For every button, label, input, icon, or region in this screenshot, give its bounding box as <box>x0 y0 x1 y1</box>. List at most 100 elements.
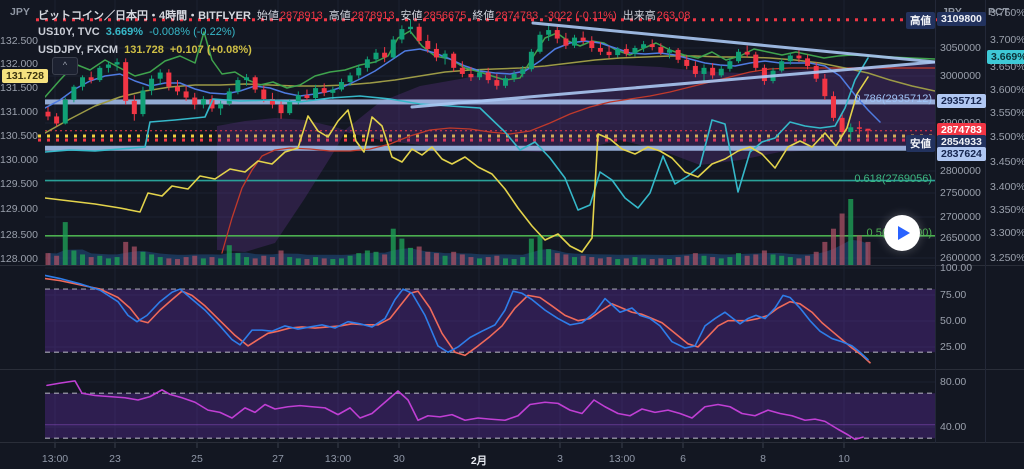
candle-body <box>347 75 353 82</box>
left-axis-tick[interactable]: 132.500 <box>0 35 38 47</box>
left-axis-tick[interactable]: 128.000 <box>0 253 38 265</box>
volume-bar <box>701 255 707 265</box>
volume-bar <box>641 258 647 265</box>
time-axis-label[interactable]: 3 <box>557 453 563 465</box>
volume-bar <box>805 255 811 265</box>
replay-play-button[interactable] <box>884 215 920 251</box>
us10y-legend[interactable]: US10Y, TVC 3.669% -0.008% (-0.22%) <box>38 26 235 38</box>
stoch-axis-tick[interactable]: 80.00 <box>940 376 967 388</box>
left-axis-tick[interactable]: 130.500 <box>0 130 38 142</box>
play-icon <box>897 226 910 240</box>
left-axis-tick[interactable]: 129.000 <box>0 203 38 215</box>
rsi-axis-tick[interactable]: 100.00 <box>940 262 973 274</box>
time-axis-label[interactable]: 2月 <box>470 455 488 467</box>
pane-separator-main-rsi[interactable] <box>0 265 1024 266</box>
time-axis-label[interactable]: 13:00 <box>324 453 352 465</box>
volume-bar <box>865 241 871 265</box>
usdjpy-price-badge: 131.728 <box>2 69 48 83</box>
grid <box>36 0 941 448</box>
candle-body <box>261 89 267 99</box>
left-axis-tick[interactable]: 131.500 <box>0 82 38 94</box>
stoch-band <box>45 393 935 439</box>
volume-bar <box>105 258 111 265</box>
volume-bar <box>442 255 448 265</box>
pct-axis-tick[interactable]: 3.750% <box>990 7 1024 19</box>
rsi-pane[interactable] <box>45 274 935 364</box>
pane-separator-rsi-stoch[interactable] <box>0 369 1024 370</box>
time-axis-label[interactable]: 8 <box>760 453 766 465</box>
time-axis-label[interactable]: 25 <box>191 453 203 465</box>
close-value: 2874783 <box>495 10 539 22</box>
time-axis-label[interactable]: 23 <box>109 453 121 465</box>
left-axis-tick[interactable]: 128.500 <box>0 229 38 241</box>
pct-axis-tick[interactable]: 3.250% <box>990 252 1024 264</box>
pct-axis-tick[interactable]: 3.400% <box>990 181 1024 193</box>
volume-bar <box>692 253 698 265</box>
right-axis-tick[interactable]: 2700000 <box>940 211 981 223</box>
stoch-axis-tick[interactable]: 40.00 <box>940 421 967 433</box>
candle-body <box>787 55 793 62</box>
volume-bar <box>770 254 776 265</box>
time-axis-label[interactable]: 10 <box>838 453 850 465</box>
open-value: 2878913 <box>279 10 323 22</box>
right-axis-tick[interactable]: 3000000 <box>940 70 981 82</box>
right-axis-tick[interactable]: 2600000 <box>940 252 981 264</box>
rsi-axis-tick[interactable]: 75.00 <box>940 289 967 301</box>
stoch-pane[interactable] <box>45 380 935 441</box>
rsi-axis-tick[interactable]: 50.00 <box>940 315 967 327</box>
pct-axis-tick[interactable]: 3.650% <box>990 61 1024 73</box>
fib-0786-band <box>45 99 935 105</box>
right-axis-tick[interactable]: 2650000 <box>940 232 981 244</box>
fib-0618-label[interactable]: 0.618(2769056) <box>854 173 932 185</box>
volume-bar <box>451 251 457 265</box>
time-axis-label[interactable]: 13:00 <box>41 453 69 465</box>
close-label: 終値 <box>472 10 495 22</box>
left-axis-tick[interactable]: 132.000 <box>0 58 38 70</box>
fib-0786-label[interactable]: 0.786(2935712) <box>854 93 932 105</box>
volume-bar <box>235 253 241 265</box>
usdjpy-legend[interactable]: USDJPY, FXCM 131.728 +0.107 (+0.08%) <box>38 44 252 56</box>
right-axis-tick[interactable]: 3050000 <box>940 42 981 54</box>
candle-body <box>295 95 301 102</box>
volume-bar <box>787 257 793 265</box>
volume-bar <box>80 254 86 265</box>
level-2837624-band <box>45 145 935 151</box>
pct-axis-tick[interactable]: 3.600% <box>990 84 1024 96</box>
main-pane[interactable] <box>45 19 935 265</box>
legend-collapse-button[interactable]: ^ <box>52 57 78 75</box>
candle-body <box>718 68 724 76</box>
pct-axis-tick[interactable]: 3.350% <box>990 204 1024 216</box>
symbol-legend[interactable]: ビットコイン／日本円・4時間・BITFLYER 始値 2878913 高値 2878… <box>38 7 690 23</box>
volume-bar <box>166 258 172 265</box>
time-axis-label[interactable]: 13:00 <box>608 453 636 465</box>
pct-axis-tick[interactable]: 3.300% <box>990 227 1024 239</box>
volume-bar <box>244 257 250 265</box>
right-axis-tick[interactable]: 2750000 <box>940 187 981 199</box>
pct-axis-tick[interactable]: 3.700% <box>990 34 1024 46</box>
time-axis-label[interactable]: 30 <box>393 453 405 465</box>
candle-body <box>218 103 224 109</box>
volume-bar <box>54 255 60 265</box>
left-axis-tick[interactable]: 129.500 <box>0 178 38 190</box>
left-axis-tick[interactable]: 131.000 <box>0 106 38 118</box>
candle-body <box>235 80 241 92</box>
pct-axis-tick[interactable]: 3.450% <box>990 156 1024 168</box>
candle-body <box>744 51 750 55</box>
candle-body <box>88 77 94 81</box>
candle-body <box>623 48 629 54</box>
candle-body <box>399 29 405 40</box>
volume-bar <box>554 253 560 265</box>
right-axis-tick[interactable]: 2800000 <box>940 165 981 177</box>
candle-body <box>408 26 414 30</box>
left-axis-tick[interactable]: 130.000 <box>0 154 38 166</box>
candle-body <box>502 78 508 86</box>
pct-axis-tick[interactable]: 3.500% <box>990 131 1024 143</box>
rsi-signal-line <box>45 277 871 364</box>
time-axis-label[interactable]: 6 <box>680 453 686 465</box>
time-axis-label[interactable]: 27 <box>272 453 284 465</box>
volume-bar <box>830 228 836 265</box>
volume-bar <box>597 258 603 265</box>
pct-axis-tick[interactable]: 3.550% <box>990 107 1024 119</box>
rsi-axis-tick[interactable]: 25.00 <box>940 341 967 353</box>
